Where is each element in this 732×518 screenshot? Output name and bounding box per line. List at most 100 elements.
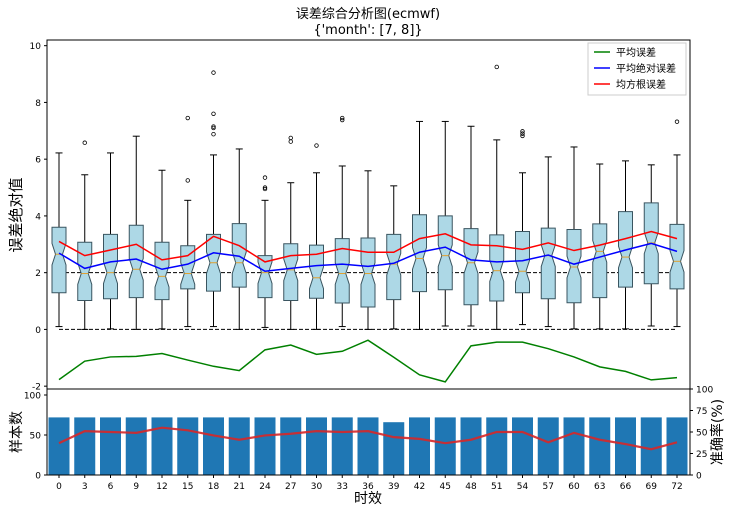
x-axis-label: 时效 xyxy=(354,491,382,507)
sample-count-bar xyxy=(434,417,456,475)
outlier-point xyxy=(314,143,319,148)
mean-absolute-error-line xyxy=(58,242,678,273)
right-y-tick-label: 0 xyxy=(696,472,702,482)
x-tick-label: 54 xyxy=(517,482,529,492)
outlier-point xyxy=(288,139,293,144)
sample-count-bar xyxy=(331,417,353,475)
x-tick-label: 60 xyxy=(568,482,580,492)
x-tick-label: 18 xyxy=(208,482,220,492)
sample-count-bar xyxy=(357,417,379,475)
x-tick-label: 30 xyxy=(311,482,323,492)
box xyxy=(515,231,530,294)
sample-count-bar xyxy=(383,422,405,475)
outlier-point xyxy=(340,115,345,121)
right-y-tick-label: 75 xyxy=(696,407,707,417)
y-tick-label: 10 xyxy=(30,42,42,52)
box xyxy=(283,243,299,301)
accuracy-line xyxy=(58,426,678,451)
sample-count-bar xyxy=(254,417,276,475)
sample-count-bar xyxy=(640,417,662,475)
y-axis-label: 误差绝对值 xyxy=(7,177,25,252)
sample-count-bar xyxy=(228,417,250,475)
sample-count-bar xyxy=(48,417,70,475)
x-tick-label: 39 xyxy=(388,482,400,492)
right-y-tick-label: 25 xyxy=(696,450,707,460)
x-tick-label: 48 xyxy=(465,482,477,492)
box xyxy=(231,223,247,288)
sample-count-bar xyxy=(512,417,533,475)
y-tick-label: 0 xyxy=(35,326,41,336)
box xyxy=(566,229,582,304)
y-tick-label: 4 xyxy=(35,212,41,222)
sample-count-bar xyxy=(74,417,96,475)
outlier-point xyxy=(185,178,190,183)
sample-count-bar xyxy=(100,417,121,475)
sample-count-bar xyxy=(563,417,585,475)
box xyxy=(51,226,67,294)
outlier-point xyxy=(82,140,87,145)
outlier-point xyxy=(211,70,216,75)
outlier-point xyxy=(211,125,216,131)
sample-count-bar xyxy=(203,417,224,475)
bottom-y-tick-label: 100 xyxy=(24,392,41,402)
right-y-tick-label: 50 xyxy=(696,429,708,439)
outlier-point xyxy=(520,133,525,139)
x-tick-label: 12 xyxy=(156,482,167,492)
right-y-axis-label: 准确率(%) xyxy=(709,399,726,465)
sample-count-bar xyxy=(151,417,173,475)
x-tick-label: 15 xyxy=(182,482,193,492)
box xyxy=(334,238,350,304)
sample-count-bar xyxy=(306,417,327,475)
x-tick-label: 57 xyxy=(543,482,554,492)
x-tick-label: 27 xyxy=(285,482,296,492)
outlier-point xyxy=(262,175,268,180)
box xyxy=(669,223,685,290)
box xyxy=(540,227,556,300)
x-tick-label: 33 xyxy=(337,482,348,492)
box xyxy=(154,241,170,301)
box xyxy=(592,223,608,299)
outlier-point xyxy=(262,186,268,192)
sample-count-bar xyxy=(615,417,636,475)
x-tick-label: 36 xyxy=(362,482,374,492)
y-tick-label: 8 xyxy=(35,99,41,109)
legend-label-me: 平均误差 xyxy=(616,46,656,59)
sample-count-bar xyxy=(280,417,302,475)
box xyxy=(103,233,118,300)
outlier-point xyxy=(262,185,268,190)
x-tick-label: 63 xyxy=(594,482,605,492)
legend-label-mae: 平均绝对误差 xyxy=(616,62,676,75)
box xyxy=(412,214,427,293)
bottom-y-axis-label: 样本数 xyxy=(9,411,25,453)
x-tick-label: 66 xyxy=(620,482,632,492)
x-tick-label: 51 xyxy=(491,482,502,492)
sample-count-bar xyxy=(177,417,199,475)
outlier-point xyxy=(211,111,216,116)
mean-error-line xyxy=(58,339,678,383)
legend-label-rmse: 均方根误差 xyxy=(616,78,666,91)
box xyxy=(386,233,402,301)
outlier-point xyxy=(520,129,525,134)
sample-count-bar xyxy=(125,417,147,475)
box xyxy=(463,228,479,306)
sample-count-bar xyxy=(589,417,611,475)
chart-title: 误差综合分析图(ecmwf) xyxy=(296,7,440,22)
sample-count-bar xyxy=(460,417,482,475)
box xyxy=(437,215,453,291)
box xyxy=(128,224,144,299)
sample-count-bar xyxy=(409,417,430,475)
x-tick-label: 72 xyxy=(671,482,682,492)
right-y-tick-label: 100 xyxy=(696,386,713,396)
sample-count-bar xyxy=(666,417,688,475)
outlier-point xyxy=(340,117,345,123)
outlier-point xyxy=(520,131,525,136)
x-tick-label: 21 xyxy=(234,482,245,492)
outlier-point xyxy=(211,132,216,137)
x-tick-label: 69 xyxy=(646,482,658,492)
x-tick-label: 24 xyxy=(259,482,271,492)
x-tick-label: 9 xyxy=(133,482,139,492)
sample-count-bar xyxy=(486,417,508,475)
outlier-point xyxy=(185,115,190,121)
